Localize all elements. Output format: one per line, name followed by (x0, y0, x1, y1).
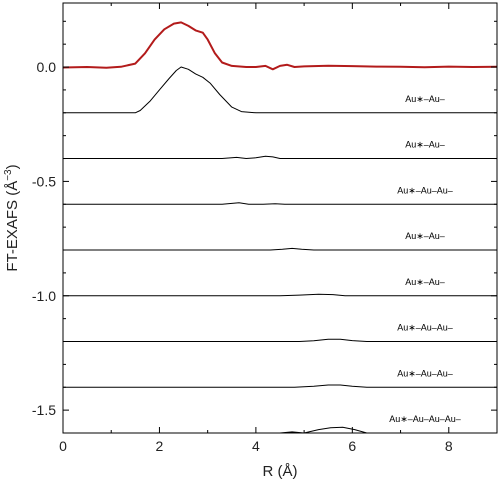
y-axis-title-close: ) (4, 164, 21, 169)
path-label-1: Au∗–Au– (405, 94, 445, 104)
path-label-3: Au∗–Au–Au– (397, 185, 453, 195)
series-total-line (63, 21, 497, 71)
plot-frame (62, 2, 498, 434)
path-label-4: Au∗–Au– (405, 231, 445, 241)
x-axis-title: R (Å) (263, 463, 298, 480)
path-label-8: Au∗–Au–Au–Au– (389, 414, 461, 424)
series-path-1-line (63, 66, 497, 114)
y-axis-title: FT-EXAFS (Å−3) (3, 164, 21, 271)
x-tick-label: 8 (445, 438, 453, 454)
series-path-5-line (63, 293, 497, 297)
path-label-5: Au∗–Au– (405, 277, 445, 287)
series-path-7-line (63, 384, 497, 388)
y-tick-label: -1.5 (32, 402, 56, 418)
path-label-2: Au∗–Au– (405, 140, 445, 150)
path-label-layer: Au∗–Au–Au∗–Au–Au∗–Au–Au–Au∗–Au–Au∗–Au–Au… (389, 94, 461, 424)
series-path-8-line (279, 426, 367, 433)
y-tick-label: -0.5 (32, 173, 56, 189)
x-tick-label: 4 (252, 438, 260, 454)
x-tick-label: 0 (59, 438, 67, 454)
y-axis-title-main: FT-EXAFS (Å (4, 181, 21, 272)
series-path-4-line (63, 247, 497, 251)
y-axis-title-exponent: −3 (3, 169, 14, 181)
path-label-6: Au∗–Au–Au– (397, 323, 453, 333)
series-layer (63, 21, 497, 433)
series-path-6-line (63, 338, 497, 342)
x-tick-label: 6 (348, 438, 356, 454)
x-tick-label: 2 (156, 438, 164, 454)
y-tick-label: -1.0 (32, 288, 56, 304)
series-path-2-line (63, 155, 497, 159)
tick-layer: 0 2 4 6 8 0.0 -0.5 -1.0 -1.5 (32, 3, 497, 454)
series-path-3-line (63, 202, 497, 205)
y-tick-label: 0.0 (37, 59, 57, 75)
path-label-7: Au∗–Au–Au– (397, 368, 453, 378)
